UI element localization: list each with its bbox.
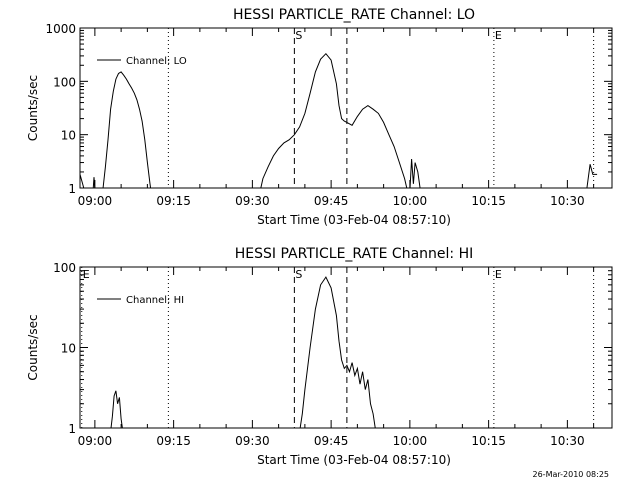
panel-hi: HESSI PARTICLE_RATE Channel: HI Counts/se…	[26, 246, 613, 467]
series-line	[102, 71, 152, 188]
timestamp-label: 26-Mar-2010 08:25	[533, 470, 610, 479]
x-tick-label: 10:00	[393, 434, 428, 448]
marker-label: S	[295, 29, 302, 42]
series-line	[80, 174, 85, 188]
legend-label: Channel: HI	[126, 295, 184, 306]
series-line	[299, 276, 376, 428]
chart-title: HESSI PARTICLE_RATE Channel: HI	[235, 246, 473, 262]
y-axis-label: Counts/sec	[26, 75, 40, 141]
x-tick-label: 09:30	[235, 194, 270, 208]
series-line	[110, 390, 123, 428]
marker-label: E	[495, 268, 502, 281]
y-tick-label: 10	[61, 129, 76, 143]
chart-title: HESSI PARTICLE_RATE Channel: LO	[233, 7, 475, 23]
y-tick-label: 100	[53, 261, 76, 275]
x-axis-label: Start Time (03-Feb-04 08:57:10)	[257, 453, 451, 467]
x-tick-label: 10:00	[393, 194, 428, 208]
y-axis-label: Counts/sec	[26, 314, 40, 380]
plot-frame	[79, 27, 613, 189]
legend-label: Channel: LO	[126, 56, 187, 67]
y-tick-label: 1	[68, 422, 76, 436]
series-line	[586, 164, 598, 188]
x-tick-label: 09:15	[156, 194, 191, 208]
x-tick-label: 10:30	[550, 434, 585, 448]
x-tick-label: 09:00	[78, 434, 113, 448]
x-tick-label: 09:30	[235, 434, 270, 448]
x-axis-label: Start Time (03-Feb-04 08:57:10)	[257, 213, 451, 227]
y-tick-label: 1000	[45, 22, 76, 36]
x-tick-label: 10:30	[550, 194, 585, 208]
y-tick-label: 100	[53, 75, 76, 89]
y-tick-label: 1	[68, 182, 76, 196]
x-tick-label: 10:15	[471, 194, 506, 208]
series-line	[409, 158, 421, 188]
series-line	[260, 52, 408, 188]
y-tick-label: 10	[61, 342, 76, 356]
panel-lo: HESSI PARTICLE_RATE Channel: LO Counts/se…	[26, 7, 613, 227]
x-tick-label: 09:45	[314, 194, 349, 208]
marker-label: S	[295, 268, 302, 281]
x-tick-label: 09:00	[78, 194, 113, 208]
x-tick-label: 10:15	[471, 434, 506, 448]
x-tick-label: 09:15	[156, 434, 191, 448]
marker-label: E	[83, 268, 90, 281]
plot-frame	[79, 266, 613, 429]
marker-label: E	[495, 29, 502, 42]
x-tick-label: 09:45	[314, 434, 349, 448]
